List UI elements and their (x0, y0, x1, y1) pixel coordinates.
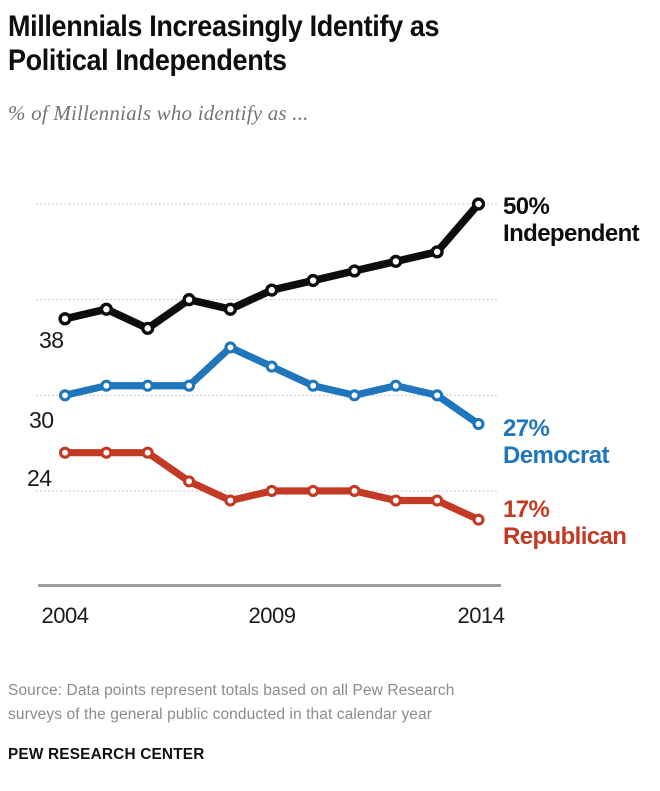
democrat-line (61, 343, 483, 428)
x-tick-2014: 2014 (457, 603, 505, 628)
start-value-independent: 38 (39, 327, 64, 353)
start-value-republican: 24 (27, 465, 52, 491)
republican-marker-2014 (472, 513, 485, 526)
source-note: Source: Data points represent totals bas… (8, 679, 608, 726)
independent-marker-2013 (430, 245, 444, 259)
end-label-democrat-pct: 27% (503, 415, 550, 442)
democrat-marker-2011 (348, 389, 361, 402)
democrat-marker-2005 (100, 379, 113, 392)
chart-title-line1: Millennials Increasingly Identify as (8, 10, 440, 43)
republican-marker-2006 (141, 446, 154, 459)
end-label-independent: 50% Independent (503, 193, 640, 247)
independent-marker-2006 (141, 321, 155, 335)
independent-marker-2009 (265, 283, 279, 297)
end-label-republican-pct: 17% (503, 496, 550, 523)
independent-marker-2005 (99, 302, 113, 316)
republican-marker-2009 (265, 484, 278, 498)
source-note-line1: Source: Data points represent totals bas… (8, 682, 455, 699)
chart-title: Millennials Increasingly Identify as Pol… (8, 10, 660, 78)
republican-marker-2004 (58, 446, 72, 459)
democrat-marker-2006 (141, 379, 154, 392)
x-tick-2004: 2004 (41, 603, 89, 628)
republican-marker-2010 (307, 484, 320, 498)
independent-marker-2010 (306, 273, 320, 288)
democrat-marker-2012 (389, 379, 402, 392)
end-label-republican: 17% Republican (503, 496, 627, 550)
democrat-marker-2013 (431, 389, 444, 402)
source-note-line2: surveys of the general public conducted … (8, 705, 432, 723)
independent-marker-2012 (389, 254, 403, 268)
end-label-democrat-name: Democrat (503, 441, 610, 469)
chart-subtitle: % of Millennials who identify as ... (8, 101, 309, 125)
end-label-independent-name: Independent (503, 219, 640, 247)
start-value-democrat: 30 (29, 407, 54, 433)
independent-marker-2014 (471, 197, 486, 211)
independent-line (61, 200, 483, 333)
democrat-marker-2010 (307, 379, 320, 392)
chart-title-line2: Political Independents (8, 44, 287, 77)
democrat-marker-2014 (472, 417, 485, 431)
end-label-independent-pct: 50% (503, 193, 550, 220)
republican-marker-2008 (224, 494, 237, 507)
independent-marker-2008 (223, 302, 238, 316)
democrat-marker-2007 (183, 379, 196, 392)
independent-marker-2007 (182, 293, 196, 307)
democrat-marker-2008 (224, 341, 237, 354)
democrat-marker-2009 (265, 360, 278, 373)
end-label-republican-name: Republican (503, 522, 627, 550)
end-label-democrat: 27% Democrat (503, 415, 610, 469)
pew-research-center-wordmark: PEW RESEARCH CENTER (8, 746, 205, 763)
republican-marker-2013 (431, 494, 444, 507)
republican-marker-2005 (100, 446, 113, 459)
republican-marker-2011 (348, 484, 361, 498)
independent-marker-2004 (58, 312, 72, 326)
republican-marker-2012 (389, 494, 402, 507)
x-tick-2009: 2009 (248, 603, 296, 628)
democrat-marker-2004 (58, 389, 72, 402)
independent-marker-2011 (347, 264, 362, 278)
republican-marker-2007 (183, 475, 196, 488)
